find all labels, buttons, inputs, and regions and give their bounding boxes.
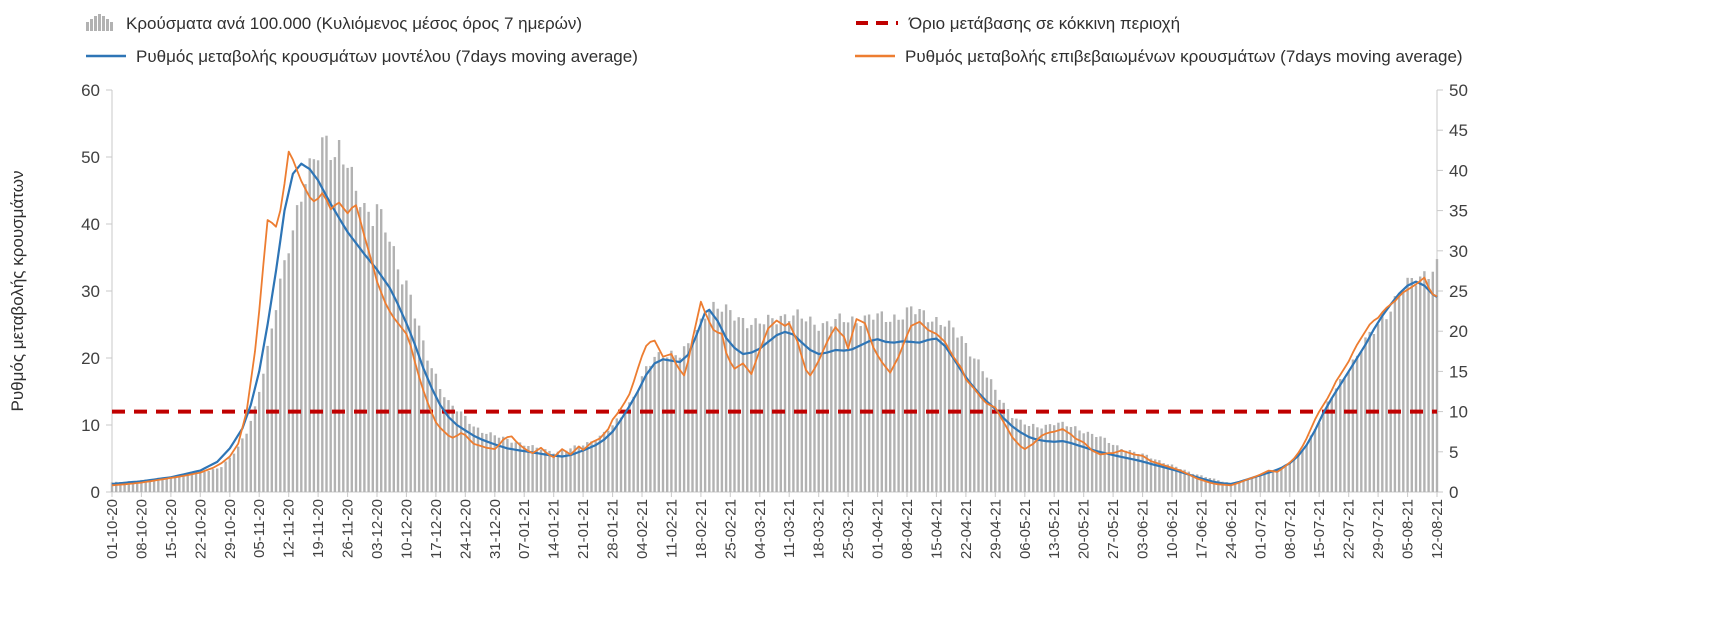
svg-text:50: 50 [1449,81,1468,100]
svg-text:18-02-21: 18-02-21 [693,499,710,559]
svg-text:25-03-21: 25-03-21 [840,499,857,559]
svg-text:05-08-21: 05-08-21 [1400,499,1417,559]
svg-text:12-11-20: 12-11-20 [281,499,298,558]
svg-text:20-05-21: 20-05-21 [1076,499,1093,559]
svg-text:15-04-21: 15-04-21 [928,499,945,559]
svg-text:01-10-20: 01-10-20 [104,499,121,559]
red-dashed-line-icon-svg [856,21,898,25]
bar-series-icon [86,14,116,32]
svg-text:17-06-21: 17-06-21 [1193,499,1210,559]
svg-text:45: 45 [1449,121,1468,140]
svg-text:20: 20 [1449,322,1468,341]
svg-text:06-05-21: 06-05-21 [1017,499,1034,559]
svg-text:25: 25 [1449,282,1468,301]
svg-text:05-11-20: 05-11-20 [251,499,268,558]
confirmed-line [111,150,1438,487]
svg-text:07-01-21: 07-01-21 [516,499,533,559]
svg-text:15-07-21: 15-07-21 [1311,499,1328,559]
svg-text:0: 0 [91,483,100,502]
svg-text:20: 20 [81,349,100,368]
legend-label-confirmed: Ρυθμός μεταβολής επιβεβαιωμένων κρουσμάτ… [905,46,1463,66]
svg-text:24-12-20: 24-12-20 [457,499,474,559]
svg-text:21-01-21: 21-01-21 [575,499,592,559]
svg-text:25-02-21: 25-02-21 [722,499,739,559]
svg-text:10: 10 [1449,403,1468,422]
legend-item-confirmed: Ρυθμός μεταβολής επιβεβαιωμένων κρουσμάτ… [855,47,1463,65]
svg-text:40: 40 [1449,161,1468,180]
svg-text:30: 30 [1449,242,1468,261]
x-axis-tick-labels: 01-10-20 08-10-20 15-10-20 22-10-20 29-10-20… [104,499,1446,559]
svg-text:01-07-21: 01-07-21 [1252,499,1269,559]
svg-text:0: 0 [1449,483,1458,502]
svg-text:15: 15 [1449,362,1468,381]
legend-label-threshold: Όριο μετάβασης σε κόκκινη περιοχή [909,13,1181,33]
orange-line-icon-svg [855,54,895,58]
left-axis-tick-labels: 0 10 20 30 40 50 60 [81,81,100,502]
svg-text:04-03-21: 04-03-21 [752,499,769,559]
svg-text:5: 5 [1449,443,1458,462]
svg-text:22-07-21: 22-07-21 [1341,499,1358,559]
svg-text:17-12-20: 17-12-20 [428,499,445,559]
svg-text:08-10-20: 08-10-20 [133,499,150,559]
svg-text:29-04-21: 29-04-21 [987,499,1004,559]
red-dashed-line-icon [855,14,899,32]
blue-line-icon [86,47,126,65]
svg-text:11-03-21: 11-03-21 [781,499,798,558]
svg-text:60: 60 [81,81,100,100]
svg-text:03-12-20: 03-12-20 [369,499,386,559]
svg-text:50: 50 [81,148,100,167]
svg-text:15-10-20: 15-10-20 [163,499,180,559]
svg-text:04-02-21: 04-02-21 [634,499,651,559]
svg-text:03-06-21: 03-06-21 [1135,499,1152,559]
svg-text:14-01-21: 14-01-21 [546,499,563,559]
right-axis-tick-labels: 0 5 10 15 20 25 30 35 40 45 50 [1449,81,1468,502]
svg-text:29-07-21: 29-07-21 [1370,499,1387,559]
svg-text:27-05-21: 27-05-21 [1105,499,1122,559]
legend-label-model: Ρυθμός μεταβολής κρουσμάτων μοντέλου (7d… [136,46,638,66]
svg-text:31-12-20: 31-12-20 [487,499,504,559]
svg-text:10-12-20: 10-12-20 [398,499,415,559]
svg-text:24-06-21: 24-06-21 [1223,499,1240,559]
legend-item-bars: Κρούσματα ανά 100.000 (Κυλιόμενος μέσος … [86,14,582,32]
legend-item-model: Ρυθμός μεταβολής κρουσμάτων μοντέλου (7d… [86,47,638,65]
svg-text:12-08-21: 12-08-21 [1429,499,1446,559]
svg-text:28-01-21: 28-01-21 [605,499,622,559]
svg-text:01-04-21: 01-04-21 [870,499,887,559]
svg-text:11-02-21: 11-02-21 [663,499,680,558]
orange-line-icon [855,47,895,65]
svg-text:13-05-21: 13-05-21 [1046,499,1063,559]
svg-text:40: 40 [81,215,100,234]
svg-text:29-10-20: 29-10-20 [222,499,239,559]
svg-text:35: 35 [1449,202,1468,221]
svg-text:08-04-21: 08-04-21 [899,499,916,559]
svg-text:08-07-21: 08-07-21 [1282,499,1299,559]
legend-item-threshold: Όριο μετάβασης σε κόκκινη περιοχή [855,14,1180,32]
svg-text:18-03-21: 18-03-21 [811,499,828,559]
svg-text:22-10-20: 22-10-20 [192,499,209,559]
bar-series-icon-svg [86,14,113,31]
svg-text:10-06-21: 10-06-21 [1164,499,1181,559]
legend-label-bars: Κρούσματα ανά 100.000 (Κυλιόμενος μέσος … [126,13,583,33]
svg-text:30: 30 [81,282,100,301]
svg-text:22-04-21: 22-04-21 [958,499,975,559]
svg-text:19-11-20: 19-11-20 [310,499,327,558]
svg-text:26-11-20: 26-11-20 [340,499,357,558]
svg-text:10: 10 [81,416,100,435]
blue-line-icon-svg [86,54,126,58]
bar-series [110,135,1439,493]
